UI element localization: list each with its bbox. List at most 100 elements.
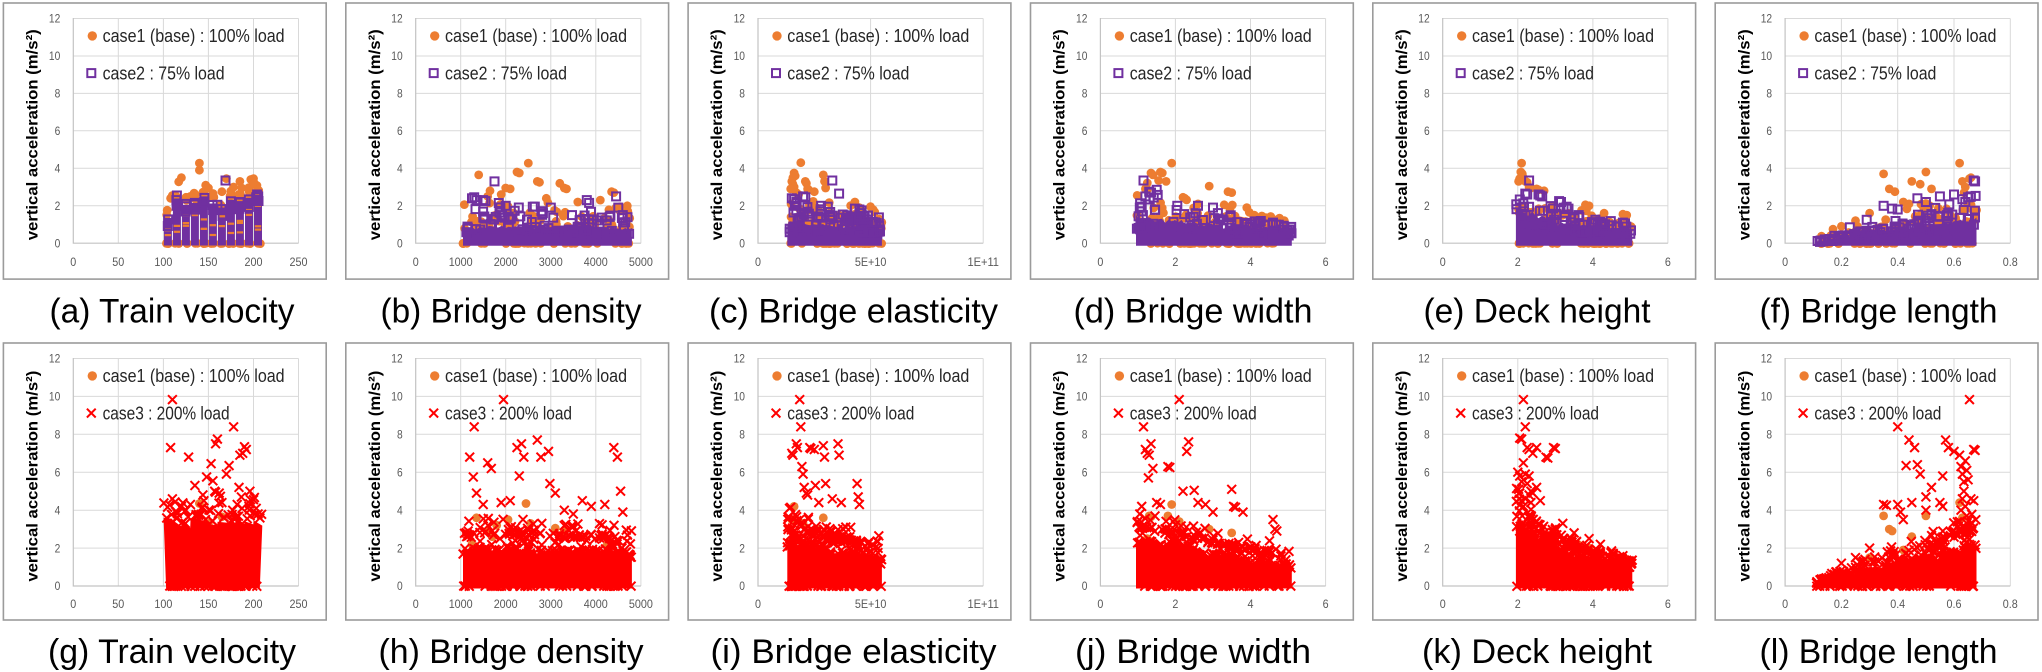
svg-text:0.8: 0.8 [2003, 597, 2018, 611]
svg-text:6: 6 [1424, 465, 1430, 479]
svg-text:(i) Bridge elasticity: (i) Bridge elasticity [711, 633, 997, 671]
svg-text:6: 6 [397, 124, 403, 138]
svg-text:12: 12 [734, 12, 746, 26]
svg-text:vertical acceleration (m/s²): vertical acceleration (m/s²) [709, 371, 726, 582]
svg-text:(b) Bridge density: (b) Bridge density [381, 293, 642, 331]
svg-text:2000: 2000 [494, 597, 518, 611]
svg-text:10: 10 [1418, 49, 1430, 63]
svg-text:10: 10 [1418, 390, 1430, 404]
svg-text:case1 (base) : 100% load: case1 (base) : 100% load [1814, 25, 1996, 46]
svg-text:10: 10 [1076, 49, 1088, 63]
svg-text:vertical acceleration (m/s²): vertical acceleration (m/s²) [1736, 29, 1753, 240]
svg-text:(e) Deck height: (e) Deck height [1424, 293, 1652, 331]
svg-text:4: 4 [55, 162, 61, 176]
svg-text:6: 6 [397, 465, 403, 479]
svg-text:0: 0 [70, 597, 76, 611]
svg-text:vertical acceleration (m/s²): vertical acceleration (m/s²) [25, 29, 42, 240]
svg-text:6: 6 [1323, 255, 1329, 269]
svg-text:case1 (base) : 100% load: case1 (base) : 100% load [445, 25, 627, 46]
svg-text:case3 : 200% load: case3 : 200% load [1472, 402, 1599, 423]
svg-text:3000: 3000 [539, 597, 563, 611]
svg-text:50: 50 [112, 597, 124, 611]
svg-text:10: 10 [1076, 390, 1088, 404]
svg-text:12: 12 [49, 352, 61, 366]
svg-text:0: 0 [55, 579, 61, 593]
svg-text:6: 6 [739, 124, 745, 138]
svg-text:2: 2 [1515, 255, 1521, 269]
svg-text:12: 12 [1418, 12, 1430, 26]
svg-text:0: 0 [1440, 597, 1446, 611]
svg-text:10: 10 [49, 49, 61, 63]
svg-text:6: 6 [1082, 465, 1088, 479]
svg-text:2: 2 [1172, 597, 1178, 611]
svg-text:8: 8 [397, 87, 403, 101]
svg-text:2: 2 [397, 199, 403, 213]
svg-text:2: 2 [55, 199, 61, 213]
svg-text:250: 250 [290, 255, 308, 269]
svg-text:case1 (base) : 100% load: case1 (base) : 100% load [103, 365, 285, 386]
svg-text:4: 4 [739, 162, 745, 176]
svg-text:case1 (base) : 100% load: case1 (base) : 100% load [103, 25, 285, 46]
svg-text:4: 4 [739, 503, 745, 517]
svg-text:vertical acceleration (m/s²): vertical acceleration (m/s²) [709, 29, 726, 240]
svg-text:8: 8 [1424, 428, 1430, 442]
svg-text:12: 12 [1076, 12, 1088, 26]
svg-text:5000: 5000 [629, 597, 653, 611]
svg-text:8: 8 [1766, 87, 1772, 101]
svg-text:case3 : 200% load: case3 : 200% load [787, 402, 914, 423]
svg-text:0: 0 [1082, 236, 1088, 250]
svg-text:12: 12 [1761, 12, 1773, 26]
svg-text:10: 10 [1761, 49, 1773, 63]
svg-text:0.6: 0.6 [1947, 255, 1962, 269]
svg-text:200: 200 [245, 597, 263, 611]
svg-text:12: 12 [391, 12, 403, 26]
svg-text:vertical acceleration (m/s²): vertical acceleration (m/s²) [1052, 371, 1069, 582]
svg-text:4: 4 [1590, 255, 1596, 269]
svg-text:vertical acceleration (m/s²): vertical acceleration (m/s²) [367, 29, 384, 240]
svg-text:10: 10 [1761, 390, 1773, 404]
svg-text:4: 4 [1590, 597, 1596, 611]
svg-text:vertical acceleration (m/s²): vertical acceleration (m/s²) [1052, 29, 1069, 240]
svg-text:vertical acceleration (m/s²): vertical acceleration (m/s²) [1394, 371, 1411, 582]
svg-text:8: 8 [1082, 87, 1088, 101]
svg-text:6: 6 [1665, 255, 1671, 269]
svg-text:0: 0 [1424, 236, 1430, 250]
svg-text:6: 6 [1766, 465, 1772, 479]
svg-text:2: 2 [55, 541, 61, 555]
svg-text:8: 8 [397, 428, 403, 442]
svg-text:12: 12 [1761, 352, 1773, 366]
svg-text:4: 4 [1766, 503, 1772, 517]
svg-text:0: 0 [739, 579, 745, 593]
svg-text:(j) Bridge width: (j) Bridge width [1075, 633, 1311, 671]
svg-text:case1 (base) : 100% load: case1 (base) : 100% load [1472, 365, 1654, 386]
svg-text:12: 12 [734, 352, 746, 366]
svg-text:0: 0 [755, 597, 761, 611]
svg-text:case2 : 75% load: case2 : 75% load [103, 62, 225, 83]
svg-text:0: 0 [1782, 597, 1788, 611]
svg-text:0: 0 [413, 255, 419, 269]
svg-text:case3 : 200% load: case3 : 200% load [445, 402, 572, 423]
svg-text:4: 4 [1766, 162, 1772, 176]
svg-text:0.8: 0.8 [2003, 255, 2018, 269]
svg-text:2: 2 [1172, 255, 1178, 269]
svg-text:case2 : 75% load: case2 : 75% load [787, 62, 909, 83]
svg-text:1E+11: 1E+11 [967, 255, 999, 269]
svg-text:0: 0 [413, 597, 419, 611]
svg-text:6: 6 [55, 124, 61, 138]
svg-text:150: 150 [199, 597, 217, 611]
svg-text:case1 (base) : 100% load: case1 (base) : 100% load [787, 25, 969, 46]
svg-text:50: 50 [112, 255, 124, 269]
svg-text:(f) Bridge length: (f) Bridge length [1760, 293, 1998, 331]
svg-text:0: 0 [1424, 579, 1430, 593]
svg-text:0.2: 0.2 [1834, 255, 1849, 269]
svg-text:10: 10 [49, 390, 61, 404]
svg-text:2: 2 [1766, 541, 1772, 555]
svg-text:2: 2 [739, 199, 745, 213]
svg-text:3000: 3000 [539, 255, 563, 269]
svg-text:0.4: 0.4 [1890, 597, 1905, 611]
svg-text:6: 6 [55, 465, 61, 479]
svg-text:0: 0 [55, 236, 61, 250]
svg-text:0.2: 0.2 [1834, 597, 1849, 611]
svg-text:4: 4 [397, 503, 403, 517]
svg-text:0.6: 0.6 [1947, 597, 1962, 611]
